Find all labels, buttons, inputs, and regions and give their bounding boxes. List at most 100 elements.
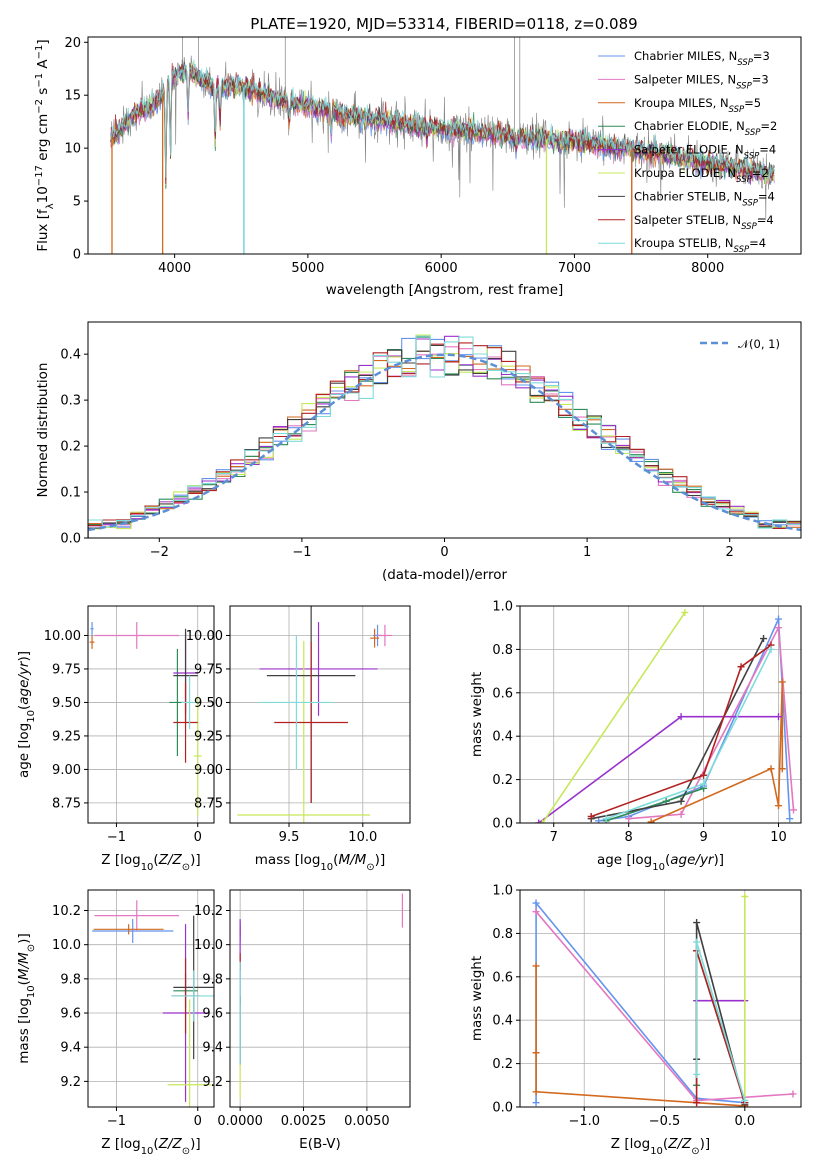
- weight-marker: [532, 899, 540, 907]
- age_vs_Z-panel: −1 0 8.75 9.00 9.25 9.50 9.75 10.00 Z [log10(Z/Z…: [16, 605, 215, 873]
- spectrum-panel: 4000 5000 6000 7000 8000 0 5 10 15 20 wavelength […: [34, 36, 802, 298]
- y-tick-label: 9.75: [194, 662, 223, 677]
- weight_vs_age-panel: 7 8 9 10 0.0 0.2 0.4 0.6 0.8 1.0 age [log10(age/yr…: [469, 600, 802, 873]
- x-tick-label: 0.0000: [217, 1114, 263, 1129]
- x-tick-label: 0.0: [734, 1114, 755, 1129]
- y-tick-label: 0.4: [60, 348, 81, 363]
- x-tick-label: 0: [440, 545, 448, 560]
- x-tick-label: 4000: [158, 261, 191, 276]
- x-tick-label: −1: [107, 830, 126, 845]
- x-tick-label: −1.0: [568, 1114, 600, 1129]
- y-tick-label: 10.2: [194, 904, 223, 919]
- y-tick-label: 0.2: [492, 1057, 513, 1072]
- y-tick-label: 9.6: [60, 1007, 81, 1022]
- y-tick-label: 1.0: [492, 884, 513, 899]
- y-tick-label: 10.00: [186, 629, 223, 644]
- y-axis-label: Flux [fλ10−17 erg cm−2 s−1 A−1]: [34, 39, 56, 251]
- y-tick-label: 20: [64, 36, 81, 51]
- x-tick-label: 0.0050: [344, 1114, 390, 1129]
- x-axis-label: E(B-V): [299, 1136, 341, 1152]
- legend-entry: Salpeter STELIB, NSSP=4: [634, 213, 774, 232]
- weight-marker: [693, 1099, 701, 1107]
- y-tick-label: 0.6: [492, 686, 513, 701]
- spectrum-plot-area: [110, 37, 775, 254]
- age_vs_mass-plot-area: [237, 606, 393, 823]
- weight-series-7: [590, 644, 772, 818]
- y-tick-label: 9.8: [202, 972, 223, 987]
- y-tick-label: 9.25: [52, 729, 81, 744]
- y-tick-label: 8.75: [52, 796, 81, 811]
- weight-marker: [532, 962, 540, 970]
- x-tick-label: 6000: [425, 261, 458, 276]
- y-tick-label: 0.2: [60, 440, 81, 455]
- x-tick-label: 8000: [691, 261, 724, 276]
- legend-entry: Chabrier MILES, NSSP=3: [634, 49, 770, 68]
- weight-marker: [775, 713, 783, 721]
- weight-marker: [693, 1070, 701, 1078]
- weight-marker: [677, 797, 685, 805]
- weight-series-5: [541, 612, 686, 823]
- weight-marker: [532, 1088, 540, 1096]
- y-tick-label: 0.4: [492, 730, 513, 745]
- y-tick-label: 9.50: [52, 696, 81, 711]
- residuals-frame: [87, 321, 802, 539]
- weight-marker: [789, 1090, 797, 1098]
- x-tick-label: −1: [292, 545, 311, 560]
- weight-marker: [693, 938, 701, 946]
- weight-series-6: [591, 638, 765, 820]
- y-tick-label: 0.2: [492, 773, 513, 788]
- x-tick-label: 10: [770, 830, 787, 845]
- y-tick-label: 1.0: [492, 600, 513, 615]
- age_vs_Z-plot-area: [89, 622, 202, 817]
- weight-marker: [760, 635, 768, 643]
- age_vs_Z-frame: [87, 605, 215, 824]
- legend-entry: Chabrier STELIB, NSSP=4: [634, 189, 775, 208]
- weight-marker: [767, 645, 775, 653]
- y-tick-label: 9.25: [194, 729, 223, 744]
- x-tick-label: 7: [550, 830, 558, 845]
- legend-entry: 𝒩(0, 1): [738, 337, 780, 351]
- age_vs_mass-frame: [229, 605, 411, 824]
- weight-marker: [790, 806, 798, 814]
- legend-entry: Chabrier ELODIE, NSSP=2: [634, 119, 777, 138]
- weight-series-2: [650, 681, 784, 823]
- weight_vs_Z-plot-area: [532, 893, 797, 1107]
- y-tick-label: 0.6: [492, 970, 513, 985]
- residuals-panel: −2 −1 0 1 2 0.0 0.1 0.2 0.3 0.4 𝒩(0, 1) (data-model…: [35, 321, 802, 583]
- y-tick-label: 9.4: [202, 1041, 223, 1056]
- y-tick-label: 0: [73, 248, 81, 263]
- y-tick-label: 5: [73, 195, 81, 210]
- weight-marker: [775, 615, 783, 623]
- x-axis-label: mass [log10(M/M⊙)]: [255, 852, 385, 873]
- y-tick-label: 10.0: [52, 938, 81, 953]
- x-tick-label: 9.5: [279, 830, 300, 845]
- weight-marker: [775, 624, 783, 632]
- y-tick-label: 8.75: [194, 796, 223, 811]
- mass_vs_ebv-frame: [229, 889, 411, 1108]
- y-tick-label: 15: [64, 89, 81, 104]
- y-axis-label: age [log10(age/yr)]: [16, 651, 37, 778]
- x-axis-label: Z [log10(Z/Z⊙)]: [101, 852, 200, 873]
- x-tick-label: 0.0025: [281, 1114, 327, 1129]
- weight-marker: [700, 771, 708, 779]
- y-tick-label: 10.2: [52, 904, 81, 919]
- y-axis-label: mass weight: [469, 672, 485, 757]
- residuals-plot-area: [88, 334, 801, 538]
- weight-marker: [741, 893, 749, 901]
- weight-marker: [693, 919, 701, 927]
- y-tick-label: 9.75: [52, 662, 81, 677]
- y-tick-label: 0.8: [492, 643, 513, 658]
- y-tick-label: 0.0: [492, 817, 513, 832]
- y-tick-label: 0.0: [60, 532, 81, 547]
- y-axis-label: mass weight: [469, 956, 485, 1041]
- x-tick-label: 7000: [558, 261, 591, 276]
- x-tick-label: 0: [194, 1114, 202, 1129]
- x-tick-label: 8: [625, 830, 633, 845]
- weight-marker: [700, 780, 708, 788]
- y-tick-label: 10.00: [44, 629, 81, 644]
- weight-series-7: [695, 950, 746, 1103]
- weight-marker: [532, 1049, 540, 1057]
- y-axis-label: Normed distribution: [35, 363, 51, 498]
- y-tick-label: 9.8: [60, 972, 81, 987]
- weight-marker: [625, 815, 633, 823]
